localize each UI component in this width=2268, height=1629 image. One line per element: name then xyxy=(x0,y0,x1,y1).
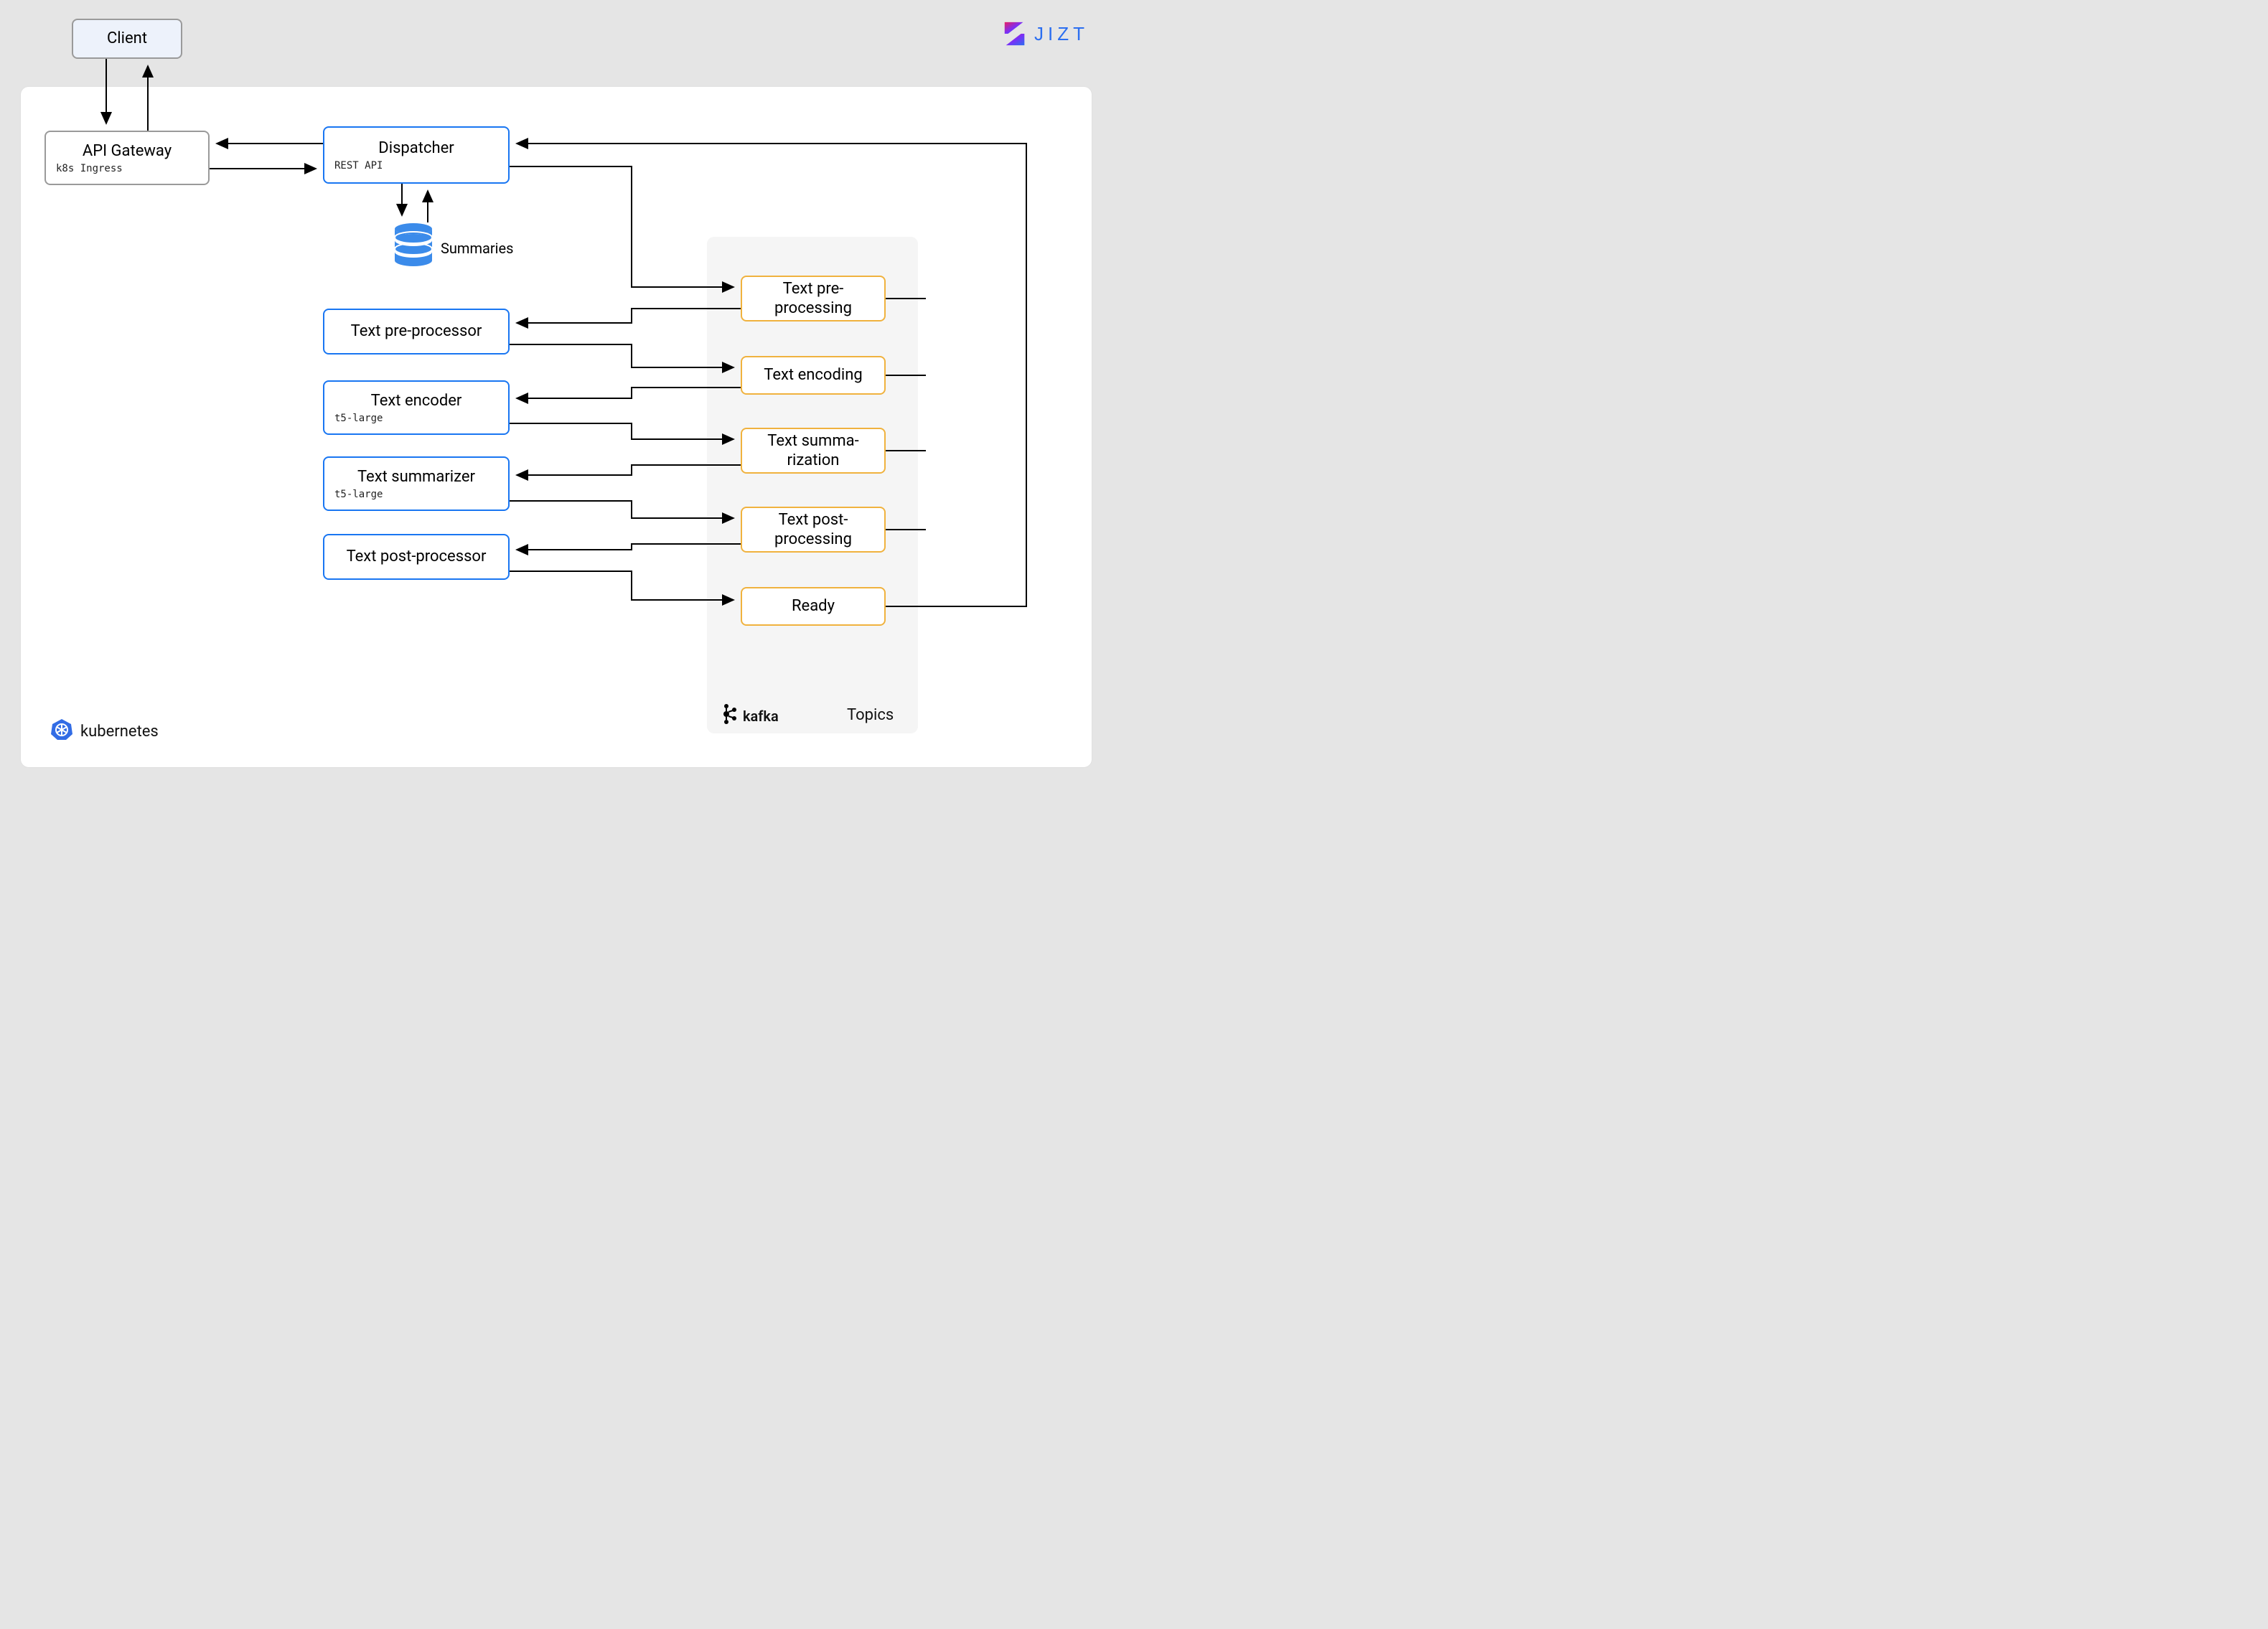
edge-topicpost-postproc xyxy=(517,544,741,550)
edge-topicpre-preproc xyxy=(517,309,741,323)
node-preprocessor-title: Text pre-processor xyxy=(334,321,498,342)
node-dispatcher-title: Dispatcher xyxy=(334,139,498,159)
topic-summarization-title: Text summa-rization xyxy=(752,431,874,471)
node-postprocessor-title: Text post-processor xyxy=(334,547,498,567)
edges-layer xyxy=(0,0,1134,814)
edge-encoder-topicsum xyxy=(510,423,734,439)
kubernetes-text: kubernetes xyxy=(80,723,159,741)
node-summarizer-title: Text summarizer xyxy=(334,467,498,487)
edge-postproc-topicready xyxy=(510,571,734,600)
topic-preprocessing: Text pre-processing xyxy=(741,276,886,321)
topic-postprocessing: Text post-processing xyxy=(741,507,886,553)
jizt-mark-icon xyxy=(1001,20,1028,47)
topic-encoding-title: Text encoding xyxy=(752,365,874,385)
topic-summarization: Text summa-rization xyxy=(741,428,886,474)
logo-jizt: JIZT xyxy=(1001,20,1089,47)
node-client: Client xyxy=(72,19,182,59)
jizt-wordmark: JIZT xyxy=(1034,23,1089,45)
node-postprocessor: Text post-processor xyxy=(323,534,510,580)
topic-ready-title: Ready xyxy=(752,596,874,616)
topics-title: Topics xyxy=(847,706,894,724)
kafka-label: kafka xyxy=(721,703,779,728)
kafka-text: kafka xyxy=(743,708,779,725)
node-dispatcher-sub: REST API xyxy=(334,160,498,172)
summaries-db xyxy=(393,222,434,276)
node-client-title: Client xyxy=(83,29,171,49)
topic-preprocessing-title: Text pre-processing xyxy=(752,279,874,319)
edge-summ-topicpost xyxy=(510,501,734,518)
node-api-gateway-title: API Gateway xyxy=(56,141,198,161)
topic-postprocessing-title: Text post-processing xyxy=(752,510,874,550)
node-encoder: Text encoder t5-large xyxy=(323,380,510,435)
kafka-icon xyxy=(721,703,737,728)
summaries-label: Summaries xyxy=(441,240,513,257)
node-summarizer-sub: t5-large xyxy=(334,489,498,500)
edge-topicsum-summ xyxy=(517,465,741,475)
node-encoder-sub: t5-large xyxy=(334,413,498,424)
edge-topicenc-encoder xyxy=(517,388,741,398)
edge-dispatcher-topicpre xyxy=(510,166,734,287)
node-dispatcher: Dispatcher REST API xyxy=(323,126,510,184)
diagram-canvas: JIZT kubernetes xyxy=(0,0,1134,814)
node-api-gateway: API Gateway k8s Ingress xyxy=(44,131,210,185)
topic-encoding: Text encoding xyxy=(741,356,886,395)
node-summarizer: Text summarizer t5-large xyxy=(323,456,510,511)
node-api-gateway-sub: k8s Ingress xyxy=(56,163,198,174)
topic-ready: Ready xyxy=(741,587,886,626)
kubernetes-label: kubernetes xyxy=(50,718,159,745)
kubernetes-icon xyxy=(50,718,73,745)
node-encoder-title: Text encoder xyxy=(334,391,498,411)
node-preprocessor: Text pre-processor xyxy=(323,309,510,355)
edge-preproc-topicenc xyxy=(510,344,734,367)
